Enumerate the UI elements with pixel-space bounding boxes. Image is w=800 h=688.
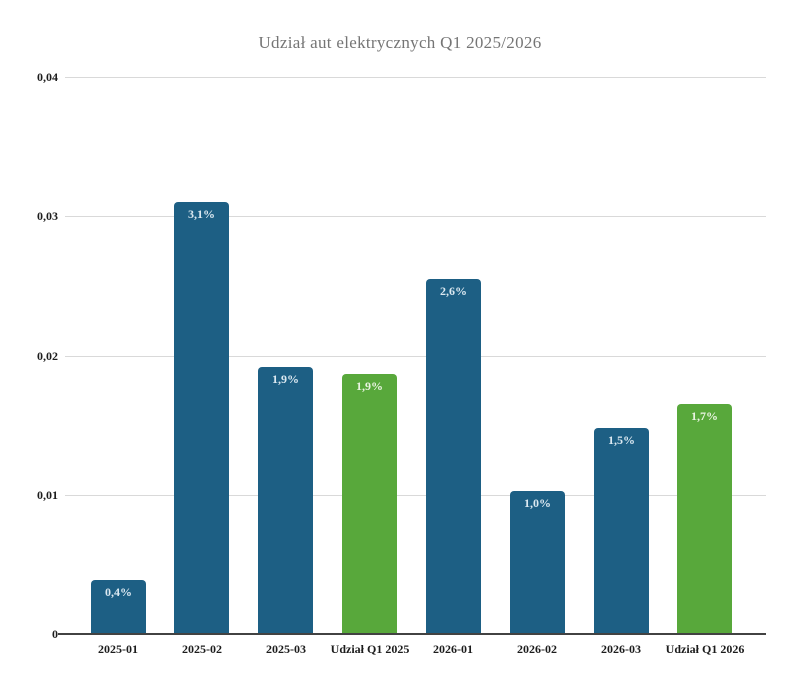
x-axis-tick-label: Udział Q1 2026 [665,642,745,656]
y-axis-tick-label: 0,04 [37,70,58,84]
y-axis-tick-label: 0,01 [37,488,58,502]
gridline [65,495,766,496]
x-axis-tick-label: 2026-02 [517,642,557,656]
x-axis-tick-label: 2026-03 [601,642,641,656]
bar [91,580,146,634]
bar-value-label: 1,7% [691,409,718,423]
x-axis-tick-label: 2025-01 [98,642,138,656]
x-axis-tick-label: 2026-01 [433,642,473,656]
bar-value-label: 1,5% [608,433,635,447]
x-axis-line [58,633,766,635]
bar-value-label: 1,0% [524,496,551,510]
bar [510,491,565,634]
x-axis-tick-label: 2025-02 [182,642,222,656]
x-axis-tick-label: 2025-03 [266,642,306,656]
gridline [65,216,766,217]
bar [174,202,229,634]
bar-value-label: 2,6% [440,284,467,298]
bar-value-label: 0,4% [105,585,132,599]
y-axis-tick-label: 0,03 [37,209,58,223]
gridline [65,356,766,357]
chart-title: Udział aut elektrycznych Q1 2025/2026 [258,33,542,52]
bar-value-label: 3,1% [188,207,215,221]
bar-value-label: 1,9% [272,372,299,386]
bar-value-label: 1,9% [356,379,383,393]
bar [258,367,313,634]
bar [342,374,397,634]
x-axis-tick-label: Udział Q1 2025 [330,642,410,656]
bar [426,279,481,634]
y-axis-tick-label: 0,02 [37,349,58,363]
y-axis-tick-label: 0 [52,627,58,641]
bar [594,428,649,634]
bar [677,404,732,634]
gridline [65,77,766,78]
